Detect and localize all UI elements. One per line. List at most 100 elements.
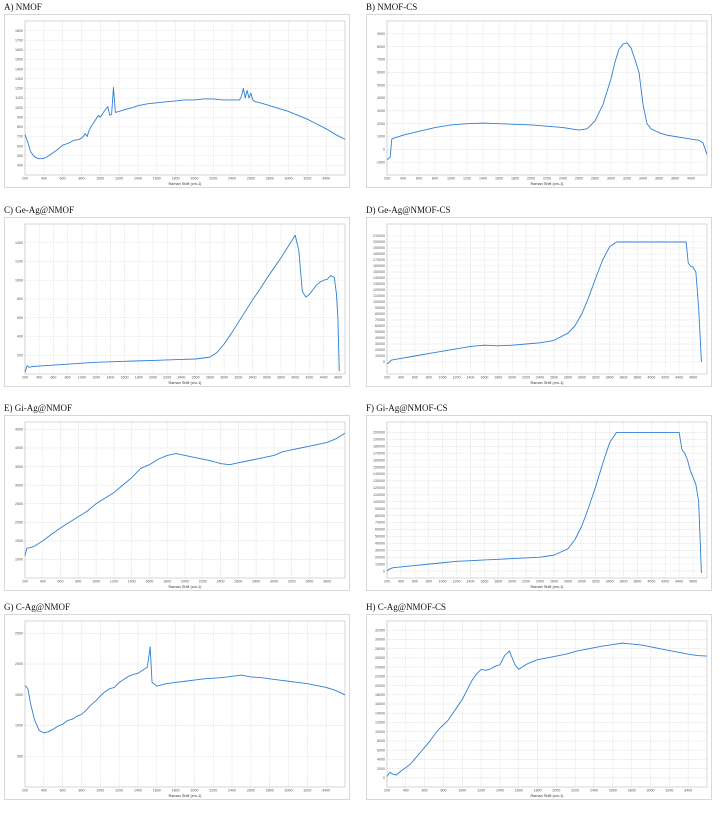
x-tick-label: 2800 — [252, 580, 260, 584]
data-point — [609, 247, 610, 248]
y-tick-label: 0 — [383, 360, 385, 364]
data-point — [498, 346, 499, 347]
data-point — [42, 541, 43, 542]
data-point — [256, 459, 257, 460]
data-point — [128, 676, 129, 677]
chart-title: F) Gi-Ag@NMOF-CS — [366, 403, 448, 413]
data-point — [627, 43, 628, 44]
data-point — [81, 714, 82, 715]
x-tick-label: 1600 — [145, 580, 153, 584]
data-point — [675, 136, 676, 137]
x-tick-label: 3200 — [592, 580, 600, 584]
x-tick-label: 2600 — [247, 789, 255, 793]
x-tick-label: 1200 — [477, 789, 485, 793]
y-tick-label: 130000 — [373, 479, 385, 483]
data-point — [156, 686, 157, 687]
data-point — [609, 443, 610, 444]
data-point — [563, 127, 564, 128]
x-tick-label: 2200 — [209, 789, 217, 793]
data-point — [650, 647, 651, 648]
x-tick-label: 400 — [40, 580, 46, 584]
data-point — [619, 242, 620, 243]
data-point — [690, 470, 691, 471]
x-tick-label: 4600 — [334, 376, 342, 380]
x-tick-label: 3400 — [305, 580, 313, 584]
data-point — [391, 568, 392, 569]
data-point — [415, 758, 416, 759]
data-point — [204, 678, 205, 679]
y-tick-label: 160000 — [373, 264, 385, 268]
data-point — [579, 130, 580, 131]
x-tick-label: 2400 — [590, 789, 598, 793]
x-tick-label: 1400 — [134, 789, 142, 793]
x-tick-label: 3000 — [578, 376, 586, 380]
y-tick-label: 150000 — [373, 465, 385, 469]
plot-area: 200 400 600 800 1000 1200 1400 1600 1800 2000 2200… — [4, 415, 350, 591]
y-tick-label: 8000 — [377, 739, 385, 743]
data-point — [150, 647, 151, 648]
data-point — [96, 503, 97, 504]
data-point — [566, 654, 567, 655]
data-point — [401, 771, 402, 772]
data-point — [252, 100, 253, 101]
data-point — [72, 719, 73, 720]
x-tick-label: 1400 — [466, 580, 474, 584]
data-point — [518, 669, 519, 670]
data-point — [336, 294, 337, 295]
x-tick-label: 200 — [384, 177, 390, 181]
data-point — [147, 667, 148, 668]
data-point — [515, 124, 516, 125]
data-point — [288, 681, 289, 682]
x-tick-label: 1400 — [479, 177, 487, 181]
y-tick-label: 28000 — [375, 647, 385, 651]
x-tick-label: 1000 — [78, 376, 86, 380]
y-tick-label: 1600 — [15, 48, 23, 52]
data-point — [401, 567, 402, 568]
y-tick-label: 10000 — [375, 562, 385, 566]
x-tick-label: 200 — [22, 580, 28, 584]
data-point — [114, 492, 115, 493]
x-tick-label: 1600 — [153, 177, 161, 181]
data-point — [48, 731, 49, 732]
data-point — [28, 688, 29, 689]
data-point — [51, 154, 52, 155]
data-point — [415, 565, 416, 566]
y-tick-label: 30000 — [375, 638, 385, 642]
plot-area: 200 400 600 800 1000 1200 1400 1600 1800 2000 2200… — [366, 14, 712, 188]
y-tick-label: 1500 — [15, 693, 23, 697]
data-point — [166, 683, 167, 684]
data-point — [390, 157, 391, 158]
data-point — [568, 549, 569, 550]
data-point — [554, 340, 555, 341]
data-point — [429, 742, 430, 743]
data-point — [470, 560, 471, 561]
data-point — [391, 360, 392, 361]
data-point — [91, 127, 92, 128]
data-point — [119, 111, 120, 112]
y-tick-label: 200 — [17, 353, 23, 357]
x-tick-label: 3600 — [655, 177, 663, 181]
data-point — [387, 571, 388, 572]
data-point — [481, 669, 482, 670]
data-point — [699, 140, 700, 141]
y-tick-label: 210000 — [373, 234, 385, 238]
data-point — [691, 139, 692, 140]
data-point — [279, 680, 280, 681]
x-tick-label: 400 — [400, 177, 406, 181]
data-point — [490, 669, 491, 670]
data-point — [29, 367, 30, 368]
data-point — [87, 511, 88, 512]
x-tick-label: 800 — [432, 177, 438, 181]
data-point — [25, 555, 26, 556]
data-point — [588, 297, 589, 298]
x-tick-label: 200 — [22, 376, 28, 380]
plot-area: 200 400 600 800 1000 1200 1400 1600 1800 2000 2200… — [366, 614, 712, 800]
y-tick-label: 180000 — [373, 252, 385, 256]
data-point — [345, 139, 346, 140]
data-point — [94, 121, 95, 122]
data-point — [615, 62, 616, 63]
data-point — [181, 359, 182, 360]
data-point — [295, 235, 296, 236]
data-point — [442, 562, 443, 563]
data-point — [526, 344, 527, 345]
